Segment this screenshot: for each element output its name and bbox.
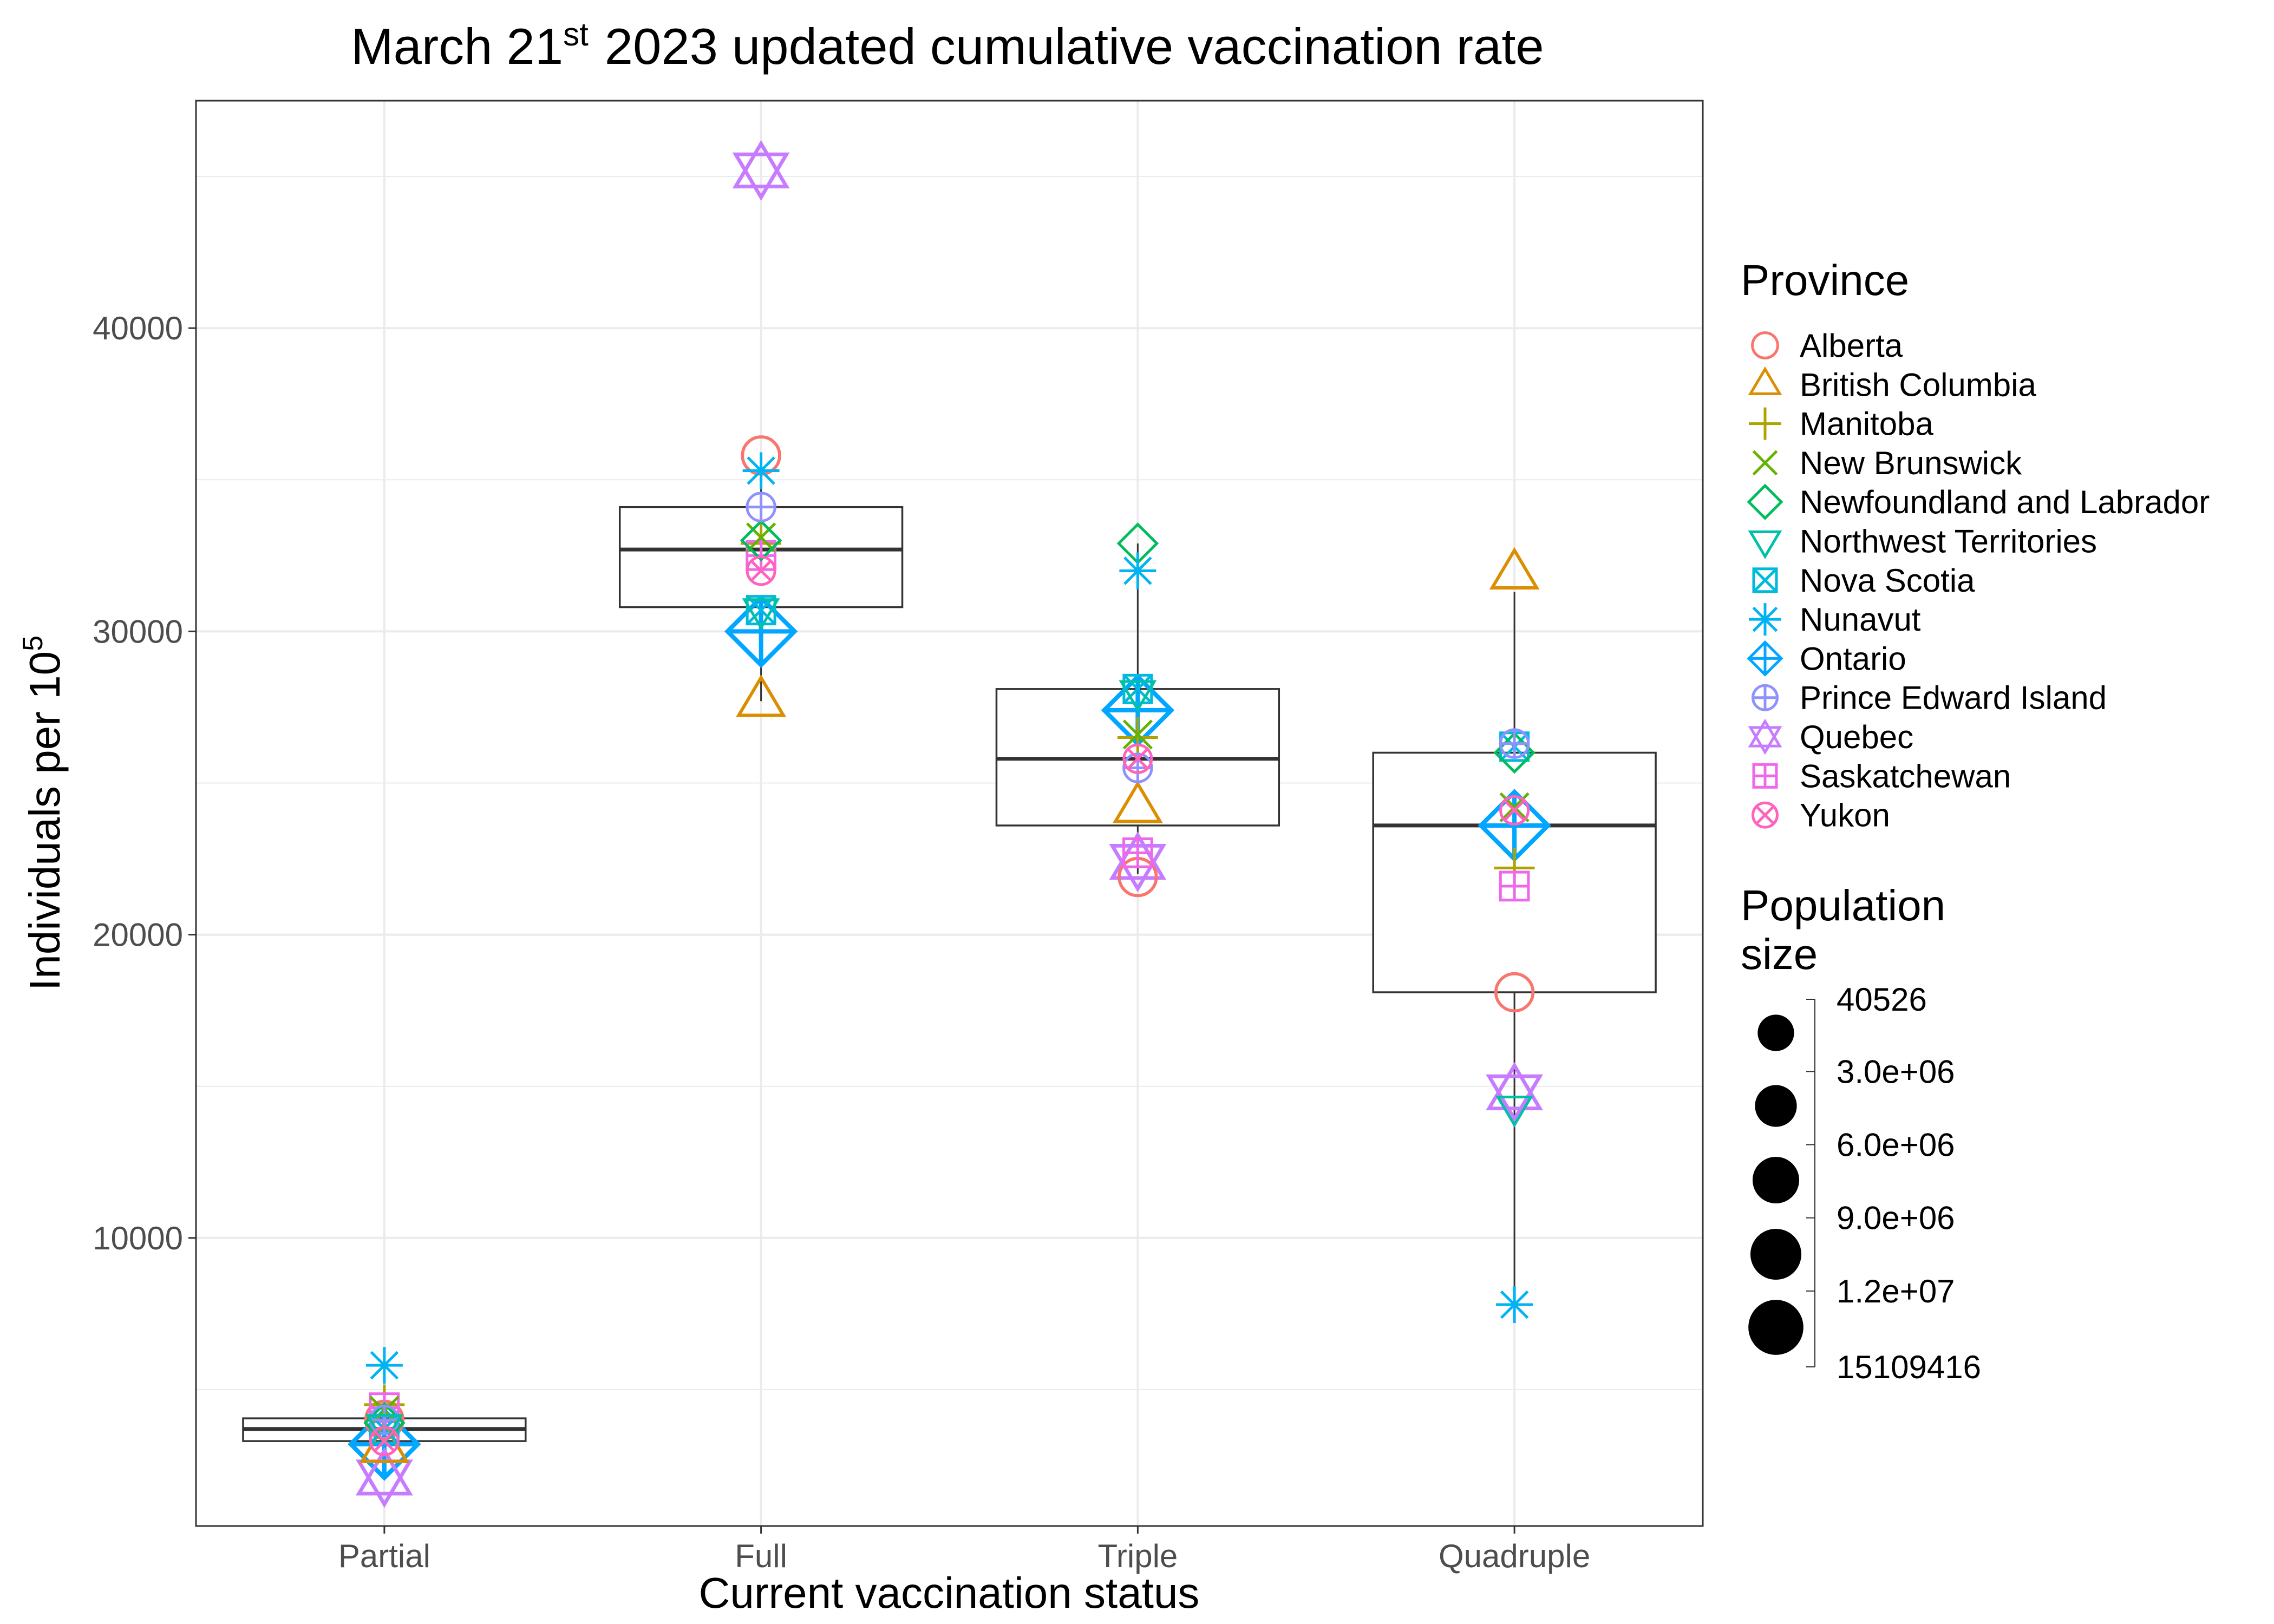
legend-key-quebec	[1748, 718, 1782, 755]
y-tick-label: 30000	[93, 613, 183, 650]
legend-label-ontario: Ontario	[1800, 640, 1906, 677]
point-yukon-full	[746, 555, 776, 586]
point-yukon-triple	[1122, 743, 1153, 774]
legend-key-nova-scotia	[1752, 567, 1778, 593]
legend-key-prince-edward-island	[1752, 684, 1779, 711]
legend-key-yukon	[1752, 801, 1779, 829]
size-legend-dot	[1755, 1085, 1797, 1127]
point-prince-edward-island-quadruple	[1499, 728, 1530, 759]
size-legend-label: 3.0e+06	[1837, 1053, 1955, 1090]
x-tick-label: Full	[735, 1538, 787, 1574]
size-legend-label: 15109416	[1837, 1349, 1981, 1385]
province-legend-title: Province	[1741, 256, 1909, 304]
size-legend-label: 40526	[1837, 981, 1927, 1018]
point-nunavut-full	[742, 452, 780, 489]
legend-label-nunavut: Nunavut	[1800, 601, 1921, 638]
legend-label-prince-edward-island: Prince Edward Island	[1800, 680, 2107, 716]
legend-key-ontario	[1747, 640, 1783, 677]
chart-title-suffix: 2023 updated cumulative vaccination rate	[605, 18, 1544, 75]
point-northwest-territories-triple	[1119, 680, 1157, 712]
point-new-brunswick-quadruple	[1499, 792, 1530, 822]
chart-title: March 21st 2023 updated cumulative vaccin…	[351, 16, 1544, 75]
x-axis: Partial Full Triple Quadruple	[338, 1526, 1590, 1574]
point-nunavut-quadruple	[1496, 1286, 1533, 1324]
y-axis-title-main: Individuals per 10	[21, 651, 69, 991]
point-nunavut-triple	[1119, 552, 1156, 590]
chart-title-prefix: March 21	[351, 18, 563, 75]
x-tick-label: Quadruple	[1439, 1538, 1590, 1574]
y-axis-title: Individuals per 105	[17, 636, 69, 991]
legend-key-manitoba	[1749, 407, 1781, 440]
size-legend-label: 6.0e+06	[1837, 1127, 1955, 1163]
legend-label-quebec: Quebec	[1800, 719, 1913, 755]
point-quebec-full	[732, 140, 790, 201]
size-legend-dot	[1750, 1228, 1802, 1280]
population-legend-title-line2: size	[1741, 930, 1818, 978]
y-tick-label: 10000	[93, 1220, 183, 1256]
y-axis-title-superscript: 5	[17, 636, 49, 651]
legend-key-nunavut	[1749, 603, 1781, 636]
point-newfoundland-and-labrador-full	[740, 519, 782, 562]
legend-label-yukon: Yukon	[1800, 797, 1890, 834]
size-legend-dot	[1748, 1300, 1803, 1355]
point-northwest-territories-quadruple	[1495, 1096, 1534, 1128]
legend-label-newfoundland-and-labrador: Newfoundland and Labrador	[1800, 484, 2210, 520]
plot-panel	[195, 100, 1704, 1527]
y-axis: 10000 20000 30000 40000	[93, 310, 196, 1256]
point-nova-scotia-triple	[1122, 673, 1153, 704]
legend-key-alberta	[1751, 331, 1779, 359]
y-tick-label: 40000	[93, 310, 183, 346]
legend-label-manitoba: Manitoba	[1800, 406, 1933, 442]
x-tick-label: Triple	[1097, 1538, 1178, 1574]
point-nunavut-partial	[365, 1347, 403, 1384]
point-yukon-partial	[369, 1426, 400, 1457]
x-tick-label: Partial	[338, 1538, 430, 1574]
point-yukon-quadruple	[1499, 795, 1530, 826]
data-points	[348, 140, 1551, 1508]
population-legend-title: Population size	[1741, 881, 1945, 978]
size-legend-label: 1.2e+07	[1837, 1273, 1955, 1309]
legend-label-alberta: Alberta	[1800, 328, 1903, 364]
population-size-legend: Population size 40526 3.0e+06 6.0e+06 9.0e+0…	[1741, 881, 1981, 1385]
legend-label-nova-scotia: Nova Scotia	[1800, 562, 1975, 599]
point-new-brunswick-full	[746, 522, 776, 553]
point-prince-edward-island-full	[746, 492, 776, 522]
point-saskatchewan-triple	[1122, 837, 1153, 868]
point-northwest-territories-full	[742, 598, 780, 631]
legend-key-newfoundland-and-labrador	[1747, 483, 1783, 520]
point-british-columbia-triple	[1112, 780, 1163, 823]
legend-key-british-columbia	[1748, 366, 1782, 395]
size-legend-dot	[1757, 1014, 1794, 1051]
legend-key-saskatchewan	[1752, 763, 1778, 789]
legend-key-northwest-territories	[1748, 530, 1782, 559]
point-manitoba-triple	[1117, 717, 1158, 758]
point-british-columbia-quadruple	[1489, 547, 1540, 590]
x-axis-title: Current vaccination status	[699, 1569, 1200, 1617]
legend-label-british-columbia: British Columbia	[1800, 366, 2036, 403]
legend-key-new-brunswick	[1752, 450, 1778, 476]
legend-label-northwest-territories: Northwest Territories	[1800, 523, 2097, 560]
panel-border	[195, 100, 1704, 1527]
size-legend-label: 9.0e+06	[1837, 1200, 1955, 1236]
point-alberta-quadruple	[1494, 972, 1535, 1013]
size-legend-dot	[1752, 1156, 1800, 1204]
chart-title-superscript: st	[563, 16, 589, 53]
population-legend-title-line1: Population	[1741, 881, 1945, 929]
legend-label-saskatchewan: Saskatchewan	[1800, 758, 2011, 794]
point-british-columbia-full	[736, 674, 787, 717]
point-saskatchewan-quadruple	[1499, 870, 1530, 902]
point-new-brunswick-triple	[1122, 719, 1153, 750]
y-tick-label: 20000	[93, 917, 183, 953]
legend-label-new-brunswick: New Brunswick	[1800, 445, 2022, 481]
